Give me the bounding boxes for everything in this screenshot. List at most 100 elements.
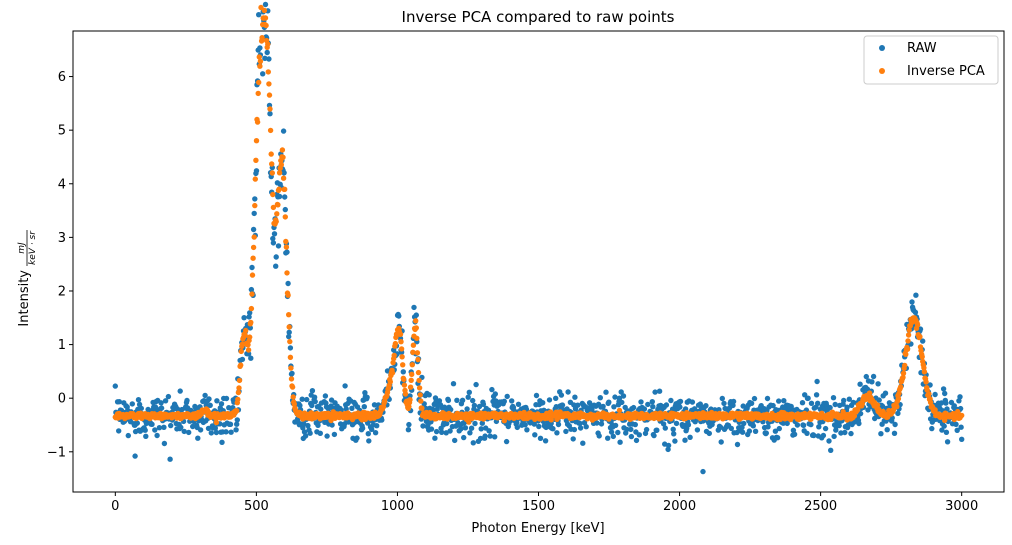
inverse-pca-point xyxy=(501,418,507,424)
raw-point xyxy=(138,405,144,412)
raw-point xyxy=(940,386,947,392)
raw-point xyxy=(462,425,469,431)
raw-point xyxy=(468,425,475,431)
inverse-pca-point xyxy=(410,342,417,348)
raw-point xyxy=(285,280,291,287)
raw-point xyxy=(379,417,385,423)
raw-point xyxy=(870,373,877,380)
raw-point xyxy=(597,395,603,401)
raw-point xyxy=(596,433,602,439)
raw-point xyxy=(612,394,618,400)
raw-point xyxy=(472,420,478,427)
raw-point xyxy=(208,430,214,436)
inverse-pca-point xyxy=(288,365,294,371)
inverse-pca-point xyxy=(263,22,269,29)
raw-point xyxy=(504,393,510,400)
raw-point xyxy=(751,395,758,402)
raw-point xyxy=(953,421,959,427)
raw-point xyxy=(515,401,522,407)
y-tick-label: −1 xyxy=(47,445,66,460)
raw-point xyxy=(876,397,882,403)
raw-point xyxy=(791,431,798,437)
inverse-pca-point xyxy=(400,362,406,368)
raw-point xyxy=(559,402,566,408)
raw-point xyxy=(650,404,656,410)
raw-point xyxy=(470,440,476,446)
raw-point xyxy=(248,355,254,361)
raw-point xyxy=(939,427,945,433)
raw-point xyxy=(273,254,279,260)
raw-point xyxy=(406,421,412,428)
raw-point xyxy=(532,432,538,438)
raw-point xyxy=(501,398,507,404)
raw-point xyxy=(814,378,820,385)
raw-point xyxy=(531,421,537,427)
raw-point xyxy=(452,437,458,444)
raw-point xyxy=(218,401,225,407)
raw-point xyxy=(227,421,234,427)
raw-point xyxy=(776,398,782,404)
raw-point xyxy=(284,249,290,255)
y-axis-label: Intensity mJ keV · sr xyxy=(17,230,38,327)
raw-point xyxy=(836,422,842,429)
inverse-pca-point xyxy=(251,234,257,240)
raw-point xyxy=(447,428,453,434)
raw-point xyxy=(245,351,252,357)
raw-point xyxy=(149,421,155,427)
raw-point xyxy=(672,438,678,444)
raw-point xyxy=(875,381,881,387)
raw-point xyxy=(689,399,696,405)
raw-point xyxy=(763,430,769,436)
raw-point xyxy=(413,312,419,318)
raw-point xyxy=(246,314,252,320)
inverse-pca-point xyxy=(236,377,243,384)
raw-point xyxy=(276,193,283,200)
raw-point xyxy=(820,432,827,439)
raw-point xyxy=(458,426,464,432)
raw-point xyxy=(615,429,621,436)
raw-point xyxy=(682,437,688,443)
raw-point xyxy=(831,433,837,440)
raw-point xyxy=(799,400,806,406)
raw-point xyxy=(270,235,276,242)
raw-point xyxy=(550,426,556,432)
inverse-pca-point xyxy=(905,332,912,338)
legend-marker-inverse-pca xyxy=(879,68,885,74)
raw-point xyxy=(195,435,201,441)
raw-point xyxy=(750,423,756,429)
raw-outlier-point xyxy=(132,453,138,459)
raw-point xyxy=(944,439,951,445)
raw-point xyxy=(184,397,190,404)
raw-point xyxy=(770,402,776,409)
raw-point xyxy=(665,442,672,449)
raw-point xyxy=(343,406,349,412)
raw-point xyxy=(239,356,246,363)
inverse-pca-point xyxy=(275,202,281,208)
raw-point xyxy=(445,397,452,404)
inverse-pca-point xyxy=(959,412,965,419)
inverse-pca-point xyxy=(407,397,413,403)
raw-point xyxy=(317,430,323,436)
raw-point xyxy=(662,425,668,431)
raw-point xyxy=(706,430,712,437)
raw-point xyxy=(514,424,520,431)
raw-point xyxy=(605,435,611,441)
raw-point xyxy=(895,410,901,417)
raw-point xyxy=(282,206,288,213)
raw-point xyxy=(869,379,875,385)
y-tick-label: 3 xyxy=(58,231,66,246)
inverse-pca-point xyxy=(932,407,938,413)
raw-point xyxy=(542,438,549,444)
raw-point xyxy=(932,391,938,398)
raw-point xyxy=(608,429,615,435)
inverse-pca-point xyxy=(265,41,271,47)
raw-point xyxy=(772,428,779,434)
raw-point xyxy=(226,405,232,411)
inverse-pca-point xyxy=(256,54,262,60)
x-tick-label: 0 xyxy=(111,499,119,514)
inverse-pca-point xyxy=(280,175,287,181)
raw-point xyxy=(734,441,741,448)
inverse-pca-point xyxy=(249,272,256,278)
raw-point xyxy=(800,422,807,428)
